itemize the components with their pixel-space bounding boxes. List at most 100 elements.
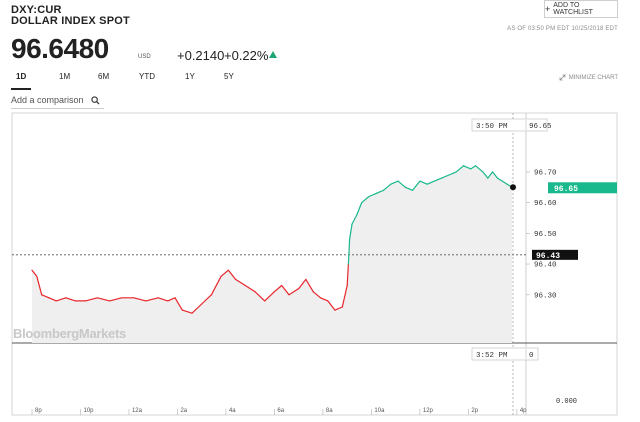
price-line-segment — [404, 186, 414, 191]
currency-label: USD — [138, 54, 151, 60]
minimize-chart-button[interactable]: MINIMIZE CHART — [559, 74, 618, 81]
price-line-segment — [220, 269, 229, 277]
tab-1d[interactable]: 1D — [16, 72, 27, 81]
price-line-segment — [334, 306, 343, 311]
price-line-segment — [191, 303, 203, 314]
price-line-segment — [470, 165, 477, 170]
y-tick-label: 96.70 — [534, 169, 557, 177]
price-line-segment — [288, 288, 300, 296]
price-line-segment — [281, 284, 290, 296]
price-line-segment — [356, 201, 363, 216]
y-tick-label: 96.50 — [534, 231, 557, 239]
reference-value-box — [532, 249, 578, 260]
x-tick-label: 2a — [180, 408, 187, 414]
price-line-segment — [487, 171, 494, 179]
price-line-segment — [426, 180, 435, 185]
volume-time: 3:52 PM — [476, 352, 508, 360]
volume-tooltip-box — [471, 347, 539, 361]
price-line-segment — [433, 177, 443, 182]
plot-area-border — [11, 112, 618, 416]
price-line-segment — [264, 291, 275, 302]
price-line-segment — [36, 275, 43, 296]
reference-value-label: 96.43 — [536, 252, 560, 261]
y-tick-label: 96.60 — [534, 200, 557, 208]
last-point-marker — [510, 184, 516, 191]
x-tick-label: 12a — [132, 408, 143, 414]
price-line-segment — [48, 297, 57, 302]
timeframe-tabs: 1D 1M 6M YTD 1Y 5Y — [0, 72, 330, 86]
price-change-percent: +0.22% — [224, 48, 269, 63]
price-line-segment — [254, 291, 266, 302]
price-line-segment — [41, 294, 50, 299]
x-tick-label: 10p — [83, 408, 94, 414]
x-tick-label: 10a — [374, 408, 385, 414]
x-tick-label: 8a — [326, 408, 333, 414]
crosshair-tooltip-box — [471, 118, 548, 132]
price-line-segment — [227, 269, 237, 280]
minimize-chart-label: MINIMIZE CHART — [568, 74, 618, 81]
ticker-symbol: DXY:CUR — [11, 4, 62, 16]
x-tick-label: 4p — [520, 408, 527, 414]
price-line-segment — [482, 171, 489, 179]
price-line-segment — [273, 284, 283, 293]
price-line-segment — [96, 297, 111, 302]
price-line-segment — [361, 195, 370, 204]
price-line-segment — [133, 297, 147, 302]
price-line-segment — [319, 297, 329, 302]
x-tick-label: 2p — [471, 408, 478, 414]
search-icon — [91, 95, 100, 105]
price-chart[interactable]: 8p 10p 12a 2a 4a 6a 8a 10a 12p 2p 4p 96.70 96.60 96.5… — [10, 112, 619, 417]
tab-6m[interactable]: 6M — [98, 72, 110, 81]
price-line-segment — [496, 177, 503, 182]
as-of-timestamp: AS OF 03:50 PM EDT 10/25/2018 EDT — [507, 26, 618, 32]
last-value-box — [548, 182, 617, 194]
price-line-segment — [419, 180, 428, 185]
price-line-segment — [347, 238, 351, 265]
price-line-segment — [31, 269, 38, 277]
x-tick-label: 4a — [229, 408, 236, 414]
price-line-segment — [351, 214, 358, 225]
crosshair-value: 96.65 — [529, 123, 552, 131]
price-line-segment — [167, 297, 176, 302]
y-tick-label: 96.30 — [534, 292, 557, 300]
price-line-segment — [462, 165, 472, 170]
add-to-watchlist-button[interactable]: + ADD TO WATCHLIST — [544, 0, 618, 18]
price-line-segment — [441, 174, 450, 179]
comparison-search[interactable]: Add a comparison — [11, 92, 104, 109]
last-value-label: 96.65 — [554, 185, 578, 194]
price-line-segment — [448, 171, 457, 176]
price-line-segment — [108, 297, 123, 302]
price-line-segment — [244, 284, 256, 293]
tab-1y[interactable]: 1Y — [185, 72, 195, 81]
price-line-segment — [298, 278, 307, 290]
crosshair-time: 3:50 PM — [476, 123, 508, 131]
price-line-segment — [390, 180, 399, 185]
price-line-segment — [341, 284, 348, 308]
price-chart-svg[interactable]: 8p 10p 12a 2a 4a 6a 8a 10a 12p 2p 4p 96.70 96.60 96.5… — [10, 112, 619, 417]
price-line-segment — [201, 294, 212, 305]
up-arrow-icon — [269, 51, 277, 58]
comparison-input[interactable]: Add a comparison — [11, 95, 84, 105]
active-tab-indicator — [11, 88, 31, 90]
price-line-segment — [235, 278, 246, 287]
tab-1m[interactable]: 1M — [59, 72, 71, 81]
price-line-segment — [501, 180, 508, 185]
plus-icon: + — [545, 3, 551, 14]
tab-5y[interactable]: 5Y — [224, 72, 234, 81]
price-line-segment — [157, 297, 169, 302]
price-line-segment — [327, 300, 336, 311]
price-line-segment — [382, 183, 392, 191]
price-line-segment — [65, 297, 77, 302]
x-tick-label: 12p — [423, 408, 434, 414]
price-line-segment — [305, 278, 314, 293]
instrument-name: DOLLAR INDEX SPOT — [11, 15, 130, 27]
volume-axis-label: 0.000 — [556, 398, 577, 406]
price-line-segment — [84, 297, 99, 302]
y-tick-label: 96.40 — [534, 262, 557, 270]
tab-ytd[interactable]: YTD — [139, 72, 155, 81]
last-price: 96.6480 — [11, 33, 109, 64]
price-line-segment — [492, 171, 499, 179]
price-line-segment — [368, 192, 377, 198]
price-line-segment — [174, 297, 183, 311]
volume-value: 0 — [529, 352, 534, 360]
